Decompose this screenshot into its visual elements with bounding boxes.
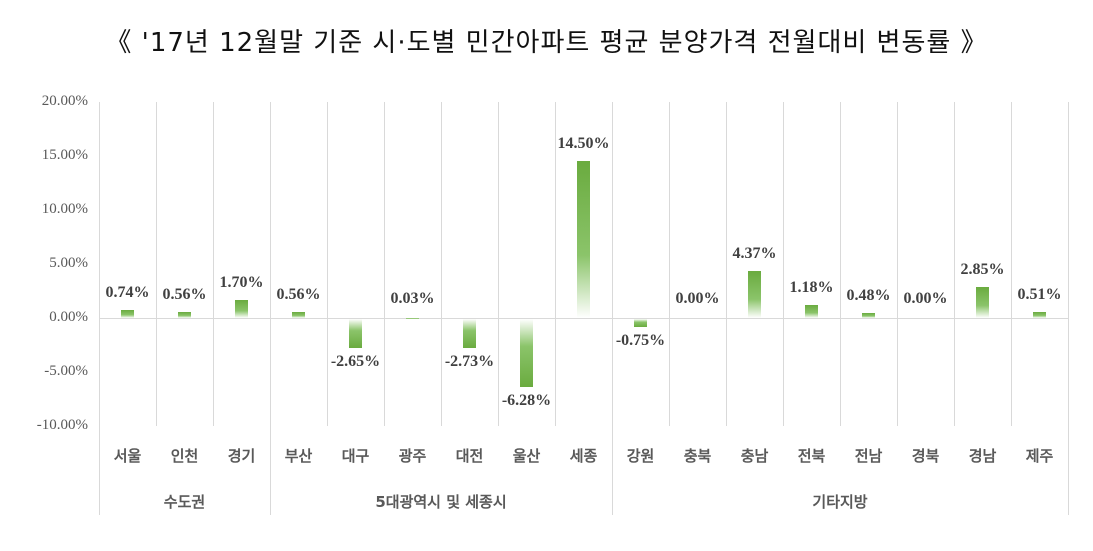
group-separator-line [270, 102, 271, 515]
group-label: 5대광역시 및 세종시 [375, 493, 507, 511]
category-label: 광주 [398, 447, 427, 465]
category-label: 대전 [455, 447, 484, 465]
category-gridline [840, 102, 841, 426]
category-label: 강원 [626, 447, 655, 465]
category-label: 제주 [1025, 447, 1054, 465]
data-label: 0.56% [162, 285, 207, 303]
category-label: 세종 [569, 447, 598, 465]
category-gridline [954, 102, 955, 426]
category-label: 충북 [683, 447, 712, 465]
category-label: 경북 [911, 447, 940, 465]
category-gridline [783, 102, 784, 426]
y-axis-tick-label: -10.00% [36, 417, 88, 433]
bar-전남 [862, 312, 875, 318]
bar-대구 [349, 319, 362, 348]
bar-부산 [292, 311, 305, 318]
data-label: -2.65% [330, 352, 381, 370]
bar-대전 [463, 319, 476, 349]
data-label: 4.37% [732, 244, 777, 262]
category-gridline [498, 102, 499, 426]
bar-광주 [406, 317, 419, 319]
data-label: -6.28% [501, 391, 552, 409]
bar-제주 [1033, 312, 1046, 318]
chart-title: 《 '17년 12월말 기준 시·도별 민간아파트 평균 분양가격 전월대비 변… [105, 28, 988, 58]
category-label: 울산 [512, 447, 541, 465]
data-label: 1.70% [219, 273, 264, 291]
bar-충남 [748, 270, 761, 318]
category-label: 부산 [284, 447, 313, 465]
data-label: -0.75% [615, 332, 666, 350]
category-gridline [213, 102, 214, 426]
data-label: 1.18% [789, 279, 834, 297]
bar-경기 [235, 299, 248, 318]
bar-서울 [121, 310, 134, 318]
data-label: 0.56% [276, 285, 321, 303]
category-label: 충남 [740, 447, 769, 465]
group-label: 수도권 [163, 493, 206, 511]
category-label: 서울 [113, 447, 142, 465]
y-axis-tick-label: -5.00% [44, 363, 88, 379]
group-separator-line [612, 102, 613, 515]
category-gridline [555, 102, 556, 426]
category-label: 경기 [227, 447, 256, 465]
category-gridline [669, 102, 670, 426]
bar-전북 [805, 305, 818, 318]
bar-경남 [976, 287, 989, 318]
data-label: 0.48% [846, 286, 891, 304]
group-separator-line [1068, 102, 1069, 515]
category-gridline [156, 102, 157, 426]
group-label: 기타지방 [812, 493, 868, 511]
data-label: 14.50% [557, 135, 610, 153]
y-axis-tick-label: 5.00% [49, 255, 88, 271]
data-label: 0.74% [105, 284, 150, 301]
category-label: 대구 [341, 447, 370, 465]
bar-세종 [577, 161, 590, 318]
category-label: 인천 [170, 447, 199, 465]
group-separator-line [99, 102, 100, 515]
bar-인천 [178, 311, 191, 318]
category-gridline [384, 102, 385, 426]
data-label: -2.73% [444, 353, 495, 371]
data-label: 0.00% [903, 290, 948, 307]
category-gridline [897, 102, 898, 426]
data-label: 0.03% [390, 290, 435, 307]
category-gridline [1011, 102, 1012, 426]
category-gridline [327, 102, 328, 426]
category-label: 경남 [968, 447, 997, 465]
y-axis-tick-label: 15.00% [41, 147, 88, 163]
bar-강원 [634, 319, 647, 328]
y-axis-tick-label: 20.00% [41, 93, 88, 109]
bar-울산 [520, 319, 533, 387]
data-label: 2.85% [960, 261, 1005, 279]
y-axis-tick-label: 10.00% [41, 201, 88, 217]
y-axis-tick-label: 0.00% [49, 309, 88, 325]
data-label: 0.51% [1017, 286, 1062, 304]
data-label: 0.00% [675, 290, 720, 307]
category-gridline [726, 102, 727, 426]
zero-baseline [99, 318, 1068, 319]
category-gridline [441, 102, 442, 426]
category-label: 전북 [797, 447, 826, 465]
category-label: 전남 [854, 447, 883, 465]
